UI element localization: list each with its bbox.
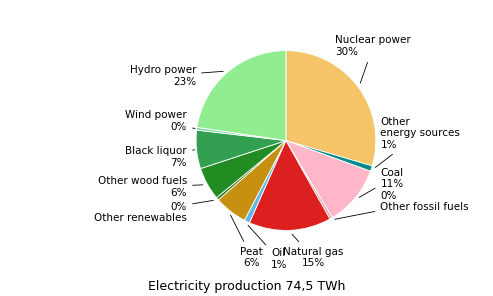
Text: Natural gas
15%: Natural gas 15% [282, 234, 343, 268]
Text: Nuclear power
30%: Nuclear power 30% [335, 35, 411, 83]
Wedge shape [218, 141, 286, 220]
Wedge shape [201, 141, 286, 198]
Text: Other wood fuels
6%: Other wood fuels 6% [98, 176, 203, 198]
Wedge shape [286, 141, 372, 171]
Wedge shape [196, 130, 286, 169]
Text: Coal
11%: Coal 11% [359, 168, 403, 197]
Text: 0%
Other renewables: 0% Other renewables [94, 200, 213, 223]
Wedge shape [197, 51, 286, 141]
Wedge shape [216, 141, 286, 200]
Text: 0%
Other fossil fuels: 0% Other fossil fuels [335, 191, 469, 219]
Text: Peat
6%: Peat 6% [231, 215, 263, 268]
Text: Black liquor
7%: Black liquor 7% [125, 146, 195, 168]
Text: Other
energy sources
1%: Other energy sources 1% [375, 117, 460, 168]
Wedge shape [197, 127, 286, 141]
Wedge shape [286, 141, 370, 218]
Text: Wind power
0%: Wind power 0% [125, 110, 195, 131]
Wedge shape [286, 141, 332, 219]
Wedge shape [245, 141, 286, 223]
Wedge shape [286, 51, 376, 166]
Text: Oil
1%: Oil 1% [248, 225, 287, 270]
Text: Hydro power
23%: Hydro power 23% [130, 65, 223, 87]
Text: Electricity production 74,5 TWh: Electricity production 74,5 TWh [148, 280, 345, 293]
Wedge shape [249, 141, 330, 231]
